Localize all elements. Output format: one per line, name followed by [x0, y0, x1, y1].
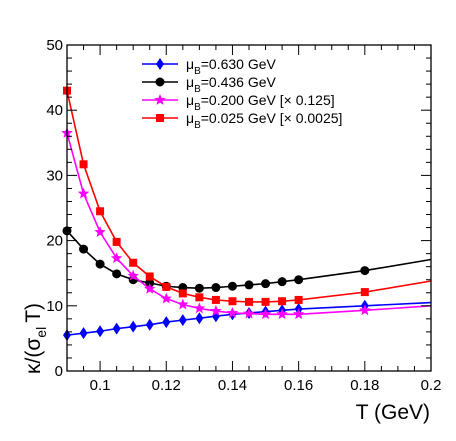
- legend-entry: μB=0.436 GeV: [142, 74, 277, 95]
- data-point-diamond: [129, 320, 138, 333]
- x-tick-label: 0.18: [350, 377, 379, 394]
- legend-marker: [156, 114, 164, 122]
- data-point-star: [226, 306, 239, 318]
- legend-label: μB=0.025 GeV [× 0.0025]: [186, 110, 342, 131]
- data-point-diamond: [96, 325, 105, 338]
- data-point-square: [145, 272, 154, 281]
- data-point-circle: [211, 283, 221, 293]
- data-point-star: [177, 298, 189, 310]
- series-3: [63, 86, 432, 306]
- data-point-star: [144, 282, 156, 294]
- data-point-square: [261, 297, 270, 306]
- legend-label: μB=0.630 GeV: [186, 56, 277, 77]
- legend-entry: μB=0.200 GeV [× 0.125]: [142, 92, 335, 113]
- data-point-square: [278, 297, 287, 306]
- data-point-star: [110, 252, 123, 264]
- data-point-star: [259, 308, 272, 320]
- data-point-circle: [360, 266, 370, 276]
- data-point-circle: [261, 279, 271, 289]
- data-point-square: [112, 237, 121, 246]
- y-tick-label: 50: [46, 37, 63, 54]
- data-point-square: [360, 288, 369, 297]
- legend-entry: μB=0.025 GeV [× 0.0025]: [142, 110, 342, 131]
- data-point-circle: [79, 244, 89, 254]
- data-point-square: [129, 258, 138, 267]
- data-point-square: [195, 293, 204, 302]
- legend-marker: [154, 94, 166, 105]
- data-point-star: [359, 304, 371, 316]
- data-point-square: [178, 289, 187, 298]
- data-point-circle: [244, 280, 254, 290]
- data-point-star: [193, 302, 206, 314]
- y-tick-label: 10: [46, 298, 63, 315]
- y-tick-label: 30: [46, 167, 63, 184]
- x-axis-title: T (GeV): [356, 401, 430, 424]
- y-tick-label: 20: [46, 233, 63, 250]
- series-line: [66, 230, 432, 290]
- series-2: [61, 127, 432, 320]
- data-point-square: [96, 207, 105, 216]
- data-point-star: [243, 307, 255, 319]
- data-point-star: [292, 308, 305, 320]
- y-axis-title: κ/(σelT): [22, 303, 49, 374]
- data-point-diamond: [112, 322, 121, 335]
- data-point-circle: [112, 269, 122, 279]
- data-point-diamond: [79, 327, 88, 340]
- data-point-star: [210, 305, 222, 316]
- legend-marker: [156, 58, 164, 70]
- data-point-star: [77, 187, 90, 199]
- data-point-circle: [95, 259, 105, 269]
- data-point-diamond: [162, 316, 171, 329]
- data-point-star: [127, 269, 139, 281]
- data-point-square: [294, 295, 303, 304]
- data-point-square: [211, 295, 220, 304]
- series-layer: [61, 86, 432, 342]
- x-tick-label: 0.2: [421, 377, 442, 394]
- axes-layer: 0.1 0.12 0.14 0.16 0.18 0.2 0 10 20 30 40 50: [46, 37, 441, 394]
- legend-entry: μB=0.630 GeV: [142, 56, 277, 77]
- data-point-diamond: [178, 314, 187, 327]
- data-point-square: [79, 160, 88, 169]
- legend-label: μB=0.200 GeV [× 0.125]: [186, 92, 335, 113]
- data-point-diamond: [195, 312, 204, 325]
- data-point-square: [162, 282, 171, 291]
- legend-label: μB=0.436 GeV: [186, 74, 277, 95]
- x-tick-label: 0.1: [90, 377, 111, 394]
- x-tick-label: 0.12: [152, 377, 181, 394]
- data-point-diamond: [145, 318, 154, 331]
- data-point-circle: [194, 283, 204, 293]
- data-point-star: [94, 226, 106, 237]
- data-point-square: [245, 297, 253, 306]
- y-tick-label: 40: [46, 102, 63, 119]
- data-point-circle: [277, 277, 287, 287]
- data-point-square: [228, 297, 237, 306]
- data-point-star: [276, 308, 288, 320]
- data-point-circle: [294, 275, 304, 285]
- series-0: [63, 299, 432, 342]
- data-point-star: [160, 292, 172, 304]
- x-tick-label: 0.16: [284, 377, 313, 394]
- y-tick-label: 0: [55, 363, 63, 380]
- data-point-circle: [227, 281, 237, 291]
- x-tick-label: 0.14: [218, 377, 247, 394]
- legend-marker: [155, 77, 165, 87]
